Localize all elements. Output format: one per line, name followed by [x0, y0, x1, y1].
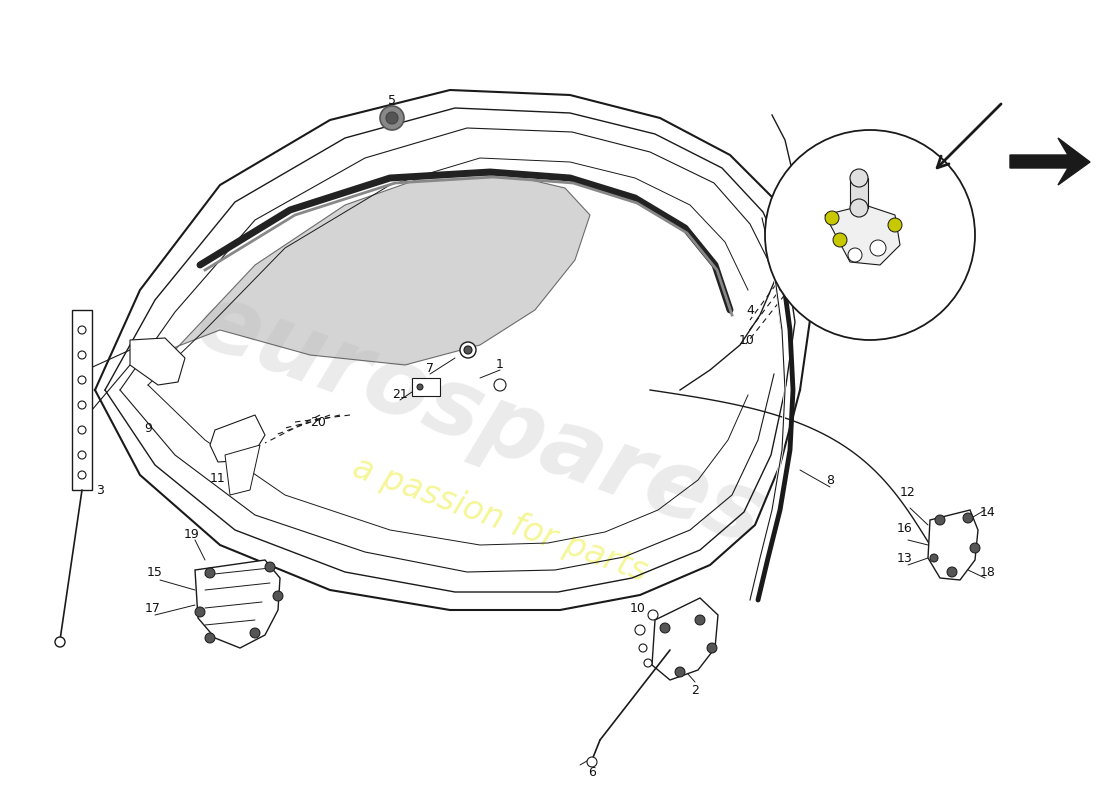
Circle shape	[78, 426, 86, 434]
Circle shape	[386, 112, 398, 124]
Circle shape	[205, 568, 214, 578]
Circle shape	[764, 130, 975, 340]
Circle shape	[639, 644, 647, 652]
Circle shape	[78, 401, 86, 409]
Text: 1: 1	[496, 358, 504, 371]
Text: 5: 5	[388, 94, 396, 106]
Circle shape	[78, 451, 86, 459]
Text: 2: 2	[691, 683, 698, 697]
Polygon shape	[825, 205, 900, 265]
Text: 16: 16	[898, 522, 913, 534]
Circle shape	[675, 667, 685, 677]
Circle shape	[935, 515, 945, 525]
Text: 17: 17	[145, 602, 161, 614]
Text: 8: 8	[826, 474, 834, 486]
Circle shape	[250, 628, 260, 638]
Text: 14: 14	[980, 506, 996, 518]
Circle shape	[379, 106, 404, 130]
Circle shape	[195, 607, 205, 617]
Circle shape	[78, 326, 86, 334]
Text: 12: 12	[900, 486, 916, 498]
Text: 20: 20	[310, 415, 326, 429]
Polygon shape	[195, 560, 280, 648]
Text: 9: 9	[144, 422, 152, 434]
Circle shape	[78, 471, 86, 479]
Polygon shape	[155, 175, 590, 365]
Circle shape	[930, 554, 938, 562]
Text: 13: 13	[898, 551, 913, 565]
Circle shape	[265, 562, 275, 572]
Circle shape	[870, 240, 886, 256]
Text: 21: 21	[392, 389, 408, 402]
Circle shape	[850, 169, 868, 187]
Circle shape	[962, 513, 974, 523]
Bar	[850, 178, 868, 208]
Circle shape	[850, 199, 868, 217]
Text: a passion for parts: a passion for parts	[348, 451, 652, 589]
Polygon shape	[1010, 138, 1090, 185]
Polygon shape	[928, 510, 978, 580]
Polygon shape	[210, 415, 265, 462]
Circle shape	[833, 233, 847, 247]
Circle shape	[78, 376, 86, 384]
Circle shape	[888, 218, 902, 232]
Text: eurospares: eurospares	[184, 274, 777, 566]
Circle shape	[825, 211, 839, 225]
Circle shape	[273, 591, 283, 601]
Text: 19: 19	[184, 529, 200, 542]
Circle shape	[464, 346, 472, 354]
Text: 6: 6	[588, 766, 596, 779]
Circle shape	[205, 633, 214, 643]
Circle shape	[648, 610, 658, 620]
Text: 15: 15	[147, 566, 163, 579]
Circle shape	[644, 659, 652, 667]
Text: 4: 4	[746, 303, 754, 317]
Circle shape	[660, 623, 670, 633]
Circle shape	[707, 643, 717, 653]
Circle shape	[587, 757, 597, 767]
Text: 10: 10	[739, 334, 755, 346]
Text: 18: 18	[980, 566, 996, 578]
Circle shape	[947, 567, 957, 577]
Polygon shape	[652, 598, 718, 680]
Circle shape	[417, 384, 424, 390]
Text: 11: 11	[210, 471, 225, 485]
Circle shape	[78, 351, 86, 359]
Polygon shape	[130, 338, 185, 385]
Circle shape	[970, 543, 980, 553]
Circle shape	[494, 379, 506, 391]
Circle shape	[695, 615, 705, 625]
Text: 10: 10	[630, 602, 646, 614]
Polygon shape	[226, 445, 260, 495]
Text: 7: 7	[426, 362, 434, 374]
Circle shape	[635, 625, 645, 635]
Circle shape	[848, 248, 862, 262]
Circle shape	[55, 637, 65, 647]
Polygon shape	[72, 310, 92, 490]
Bar	[412, 378, 440, 396]
Circle shape	[460, 342, 476, 358]
Text: 3: 3	[96, 483, 103, 497]
